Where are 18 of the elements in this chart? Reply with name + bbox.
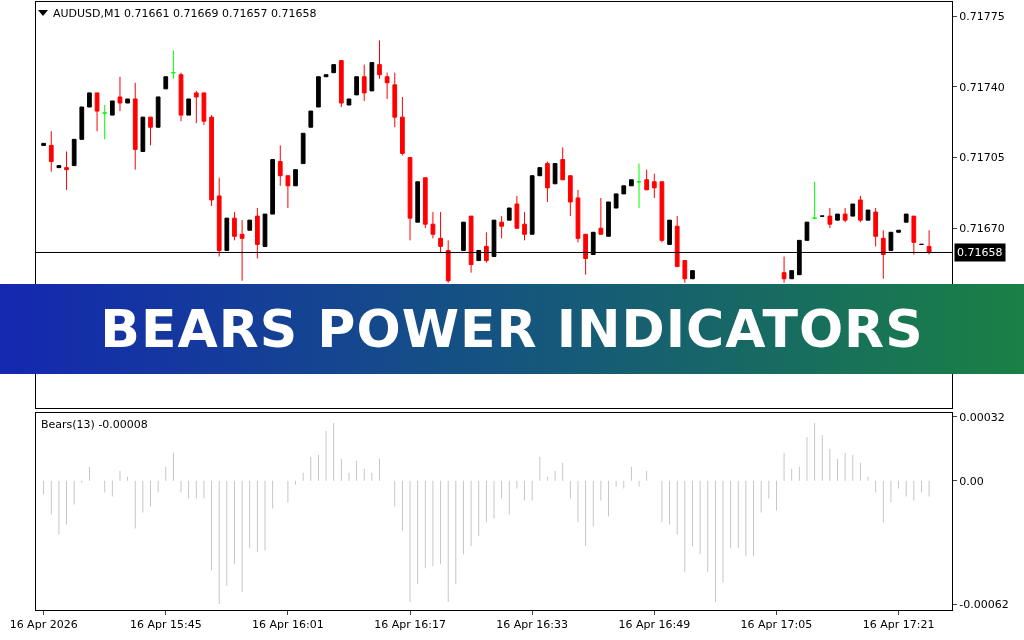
x-tick-label: 16 Apr 2026 bbox=[9, 618, 78, 632]
y-tick-label: -0.00062 bbox=[959, 597, 1009, 611]
text: Bears(13) -0.00008 bbox=[41, 418, 148, 431]
y-tick-label: 0.71775 bbox=[959, 9, 1005, 23]
x-tick-label: 16 Apr 16:33 bbox=[496, 618, 569, 632]
text: AUDUSD,M1 0.71661 0.71669 0.71657 0.71658 bbox=[53, 7, 317, 20]
y-tick-label: 0.71670 bbox=[959, 222, 1005, 236]
y-tick-label: 0.00032 bbox=[959, 410, 1005, 424]
y-tick-label: 0.71740 bbox=[959, 80, 1005, 94]
x-tick-label: 16 Apr 16:17 bbox=[374, 618, 446, 632]
x-tick-label: 16 Apr 15:45 bbox=[129, 618, 202, 632]
y-tick-label: 0.71705 bbox=[959, 151, 1005, 165]
x-tick-label: 16 Apr 16:49 bbox=[618, 618, 691, 632]
x-tick-label: 16 Apr 17:21 bbox=[862, 618, 935, 632]
x-tick-label: 16 Apr 17:05 bbox=[740, 618, 813, 632]
x-tick-label: 16 Apr 16:01 bbox=[252, 618, 324, 632]
y-tick-label: 0.00 bbox=[959, 474, 984, 488]
ref-line-label: 0.71658 bbox=[957, 246, 1003, 259]
